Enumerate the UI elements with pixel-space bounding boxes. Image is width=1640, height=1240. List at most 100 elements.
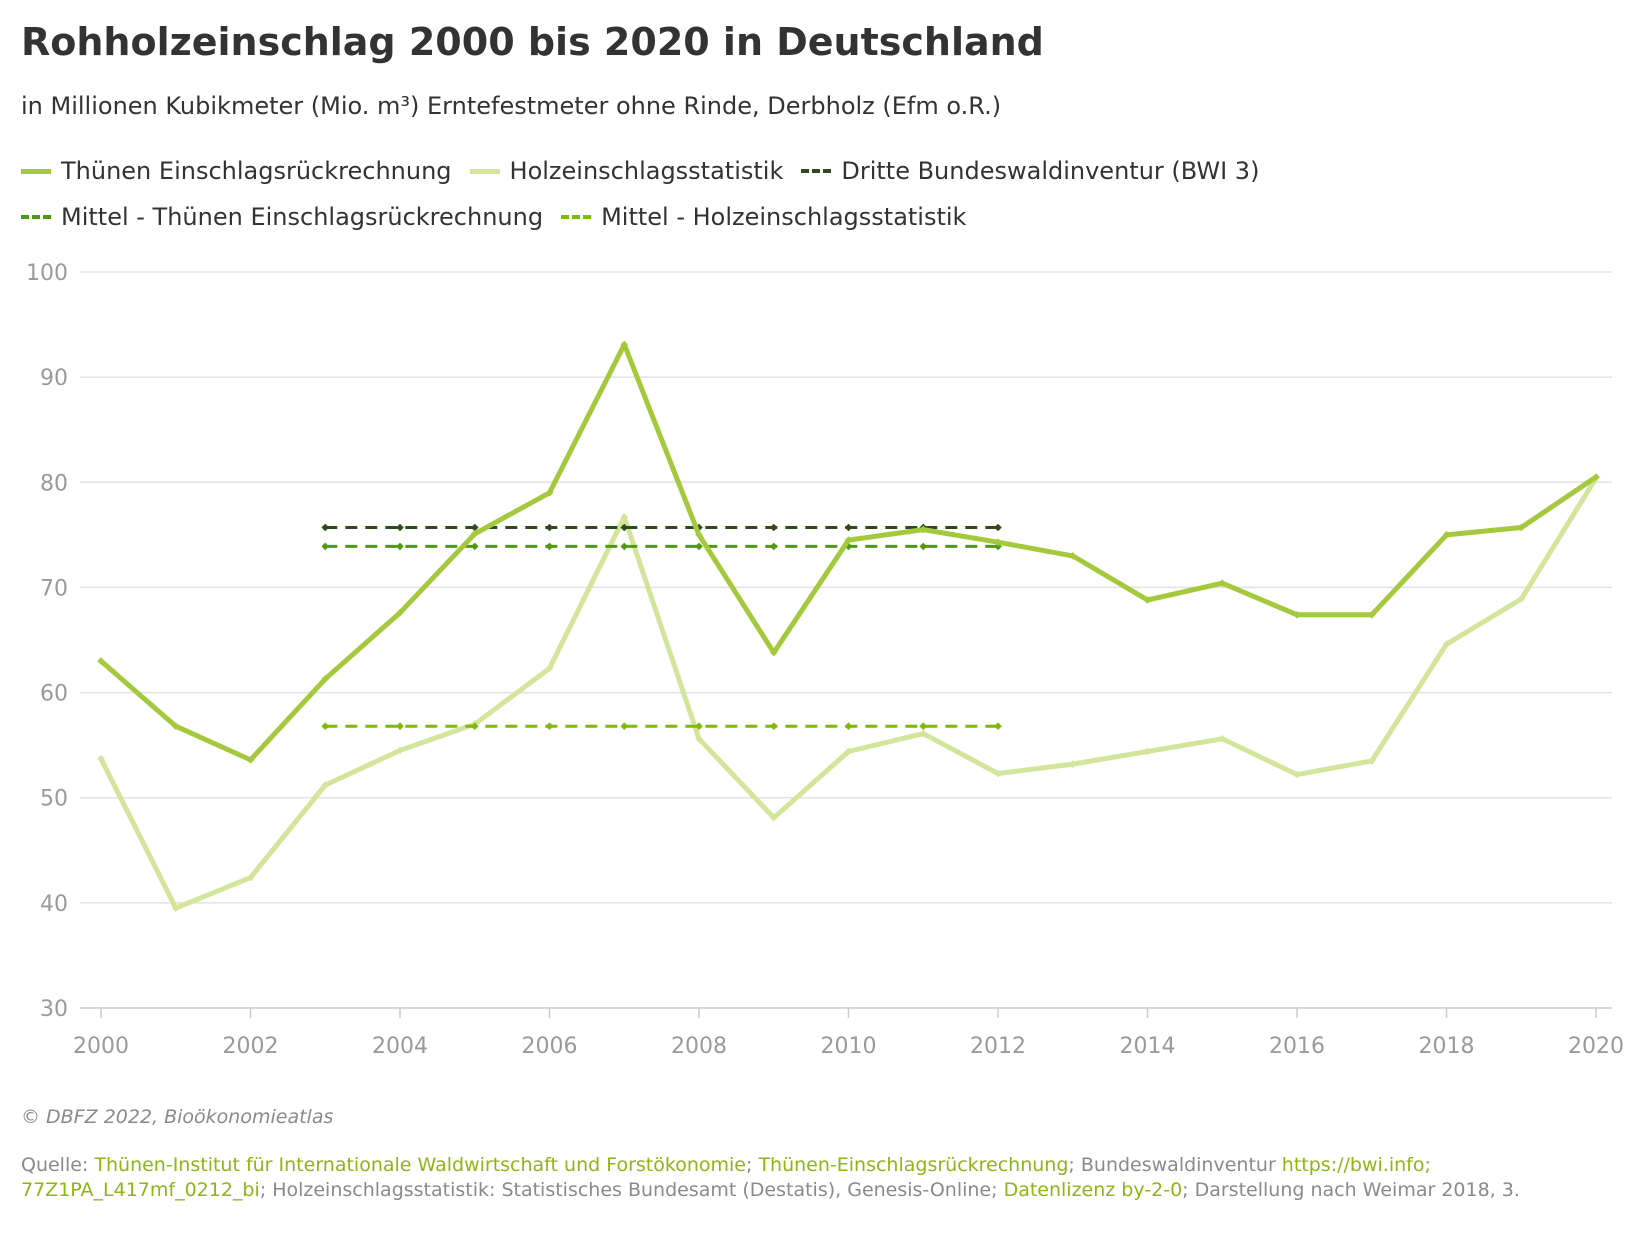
series-1-point-2013	[1068, 760, 1077, 768]
series-0-point-2011	[919, 525, 928, 534]
legend-row-1: Thünen Einschlagsrückrechnung Holzeinsch…	[21, 148, 1621, 194]
series-0-point-2001	[171, 722, 180, 731]
x-tick-label-2020: 2020	[1568, 1034, 1624, 1059]
series-1-point-2004	[396, 746, 404, 755]
line-chart: 30 40 50 60 70 80 90 100 2000 2002 2004 2006 2008 201…	[26, 261, 1624, 1059]
series-4-point-2007	[620, 722, 629, 731]
y-tick-label-90: 90	[40, 366, 68, 391]
source-separator-1: ;	[745, 1154, 759, 1176]
series-4-point-2004	[396, 722, 404, 731]
series-0-point-2018	[1442, 531, 1451, 539]
legend-swatch-mittel-thuenen	[21, 215, 51, 219]
legend-swatch-bwi3	[801, 169, 832, 173]
series-1-point-2000	[97, 755, 105, 763]
series-3-point-2006	[545, 542, 554, 551]
legend-label-mittel-thuenen: Mittel - Thünen Einschlagsrückrechnung	[61, 203, 544, 231]
series-4-point-2009	[769, 722, 778, 731]
series-3-point-2009	[769, 542, 778, 551]
series-0-point-2014	[1143, 596, 1152, 604]
series-1-point-2016	[1293, 770, 1301, 779]
series-4-point-2005	[470, 722, 479, 731]
x-tick-label-2006: 2006	[522, 1034, 578, 1059]
source-label: Quelle:	[21, 1154, 95, 1176]
y-tick-label-70: 70	[40, 576, 68, 601]
series-2-point-2009	[769, 523, 778, 532]
series-4-point-2006	[545, 722, 554, 731]
series-4-point-2008	[695, 722, 703, 731]
series-4-point-2011	[919, 722, 928, 731]
series-1-point-2010	[844, 747, 853, 756]
series-0-point-2006	[545, 489, 554, 497]
y-tick-label-50: 50	[40, 787, 68, 812]
series-0-point-2010	[844, 536, 853, 544]
series-4-point-2003	[321, 722, 330, 731]
series-4-point-2010	[844, 722, 853, 731]
series-1-point-2002	[246, 873, 255, 882]
series-1-point-2014	[1143, 747, 1152, 756]
series-1-point-2015	[1218, 735, 1227, 743]
series-2-point-2007	[620, 523, 629, 532]
series-0-point-2019	[1517, 523, 1526, 532]
legend-label-holzeinschlag: Holzeinschlagsstatistik	[509, 157, 784, 185]
y-tick-label-40: 40	[40, 892, 68, 917]
y-tick-label-80: 80	[40, 471, 68, 496]
series-3-point-2008	[695, 542, 703, 551]
series-1-point-2006	[545, 664, 554, 673]
series-3-point-2010	[844, 542, 853, 551]
series-0-point-2005	[470, 530, 479, 538]
series-3-point-2011	[919, 542, 928, 551]
series-1-point-2003	[321, 781, 330, 789]
series-0-point-2012	[994, 538, 1002, 547]
legend-item-holzeinschlag[interactable]: Holzeinschlagsstatistik	[469, 157, 784, 185]
series-0-point-2002	[246, 756, 255, 764]
x-tick-label-2010: 2010	[821, 1034, 877, 1059]
legend-label-bwi3: Dritte Bundeswaldinventur (BWI 3)	[841, 157, 1260, 185]
legend-label-thuenen: Thünen Einschlagsrückrechnung	[61, 157, 452, 185]
legend-swatch-holzeinschlag	[469, 168, 500, 174]
legend-swatch-thuenen	[21, 168, 51, 174]
legend-item-thuenen[interactable]: Thünen Einschlagsrückrechnung	[21, 157, 452, 185]
source-link-einschlagsrueckrechnung[interactable]: Thünen-Einschlagsrückrechnung	[758, 1154, 1069, 1176]
series-0-point-2009	[769, 648, 778, 657]
series-3-point-2005	[470, 542, 479, 551]
series-2-point-2003	[321, 523, 330, 532]
copyright-note: © DBFZ 2022, Bioökonomieatlas	[21, 1106, 334, 1128]
x-tick-label-2016: 2016	[1269, 1034, 1325, 1059]
series-2-point-2005	[470, 523, 479, 532]
source-link-datenlizenz[interactable]: Datenlizenz by-2-0	[1003, 1179, 1183, 1201]
x-tick-label-2000: 2000	[73, 1034, 129, 1059]
series-2-point-2006	[545, 523, 554, 532]
legend-item-mittel-thuenen[interactable]: Mittel - Thünen Einschlagsrückrechnung	[21, 203, 543, 231]
series-1-point-2011	[919, 729, 928, 738]
y-tick-label-60: 60	[40, 682, 68, 707]
series-0-point-2004	[396, 608, 404, 617]
series-2-point-2010	[844, 523, 853, 532]
legend-swatch-mittel-holzeinschlag	[561, 215, 592, 219]
series-1-point-2007	[620, 513, 629, 521]
series-3-point-2012	[994, 542, 1002, 551]
source-separator-3: ; Holzeinschlagsstatistik: Statistisches…	[259, 1179, 1004, 1201]
series-0-point-2017	[1367, 610, 1376, 619]
series-3-point-2003	[321, 542, 330, 551]
source-separator-2: ; Bundeswaldinventur	[1068, 1154, 1282, 1176]
x-tick-label-2018: 2018	[1419, 1034, 1475, 1059]
series-0-line	[98, 342, 1599, 763]
y-tick-label-30: 30	[40, 997, 68, 1022]
legend-item-mittel-holzeinschlag[interactable]: Mittel - Holzeinschlagsstatistik	[561, 203, 966, 231]
series-0-point-2015	[1218, 579, 1227, 588]
series-0-point-2016	[1293, 610, 1301, 619]
series-1-point-2017	[1367, 757, 1376, 765]
x-tick-label-2008: 2008	[671, 1034, 727, 1059]
source-separator-4: ; Darstellung nach Weimar 2018, 3.	[1182, 1179, 1520, 1201]
source-note: Quelle: Thünen-Institut für Internationa…	[21, 1153, 1621, 1203]
series-2-point-2012	[994, 523, 1002, 532]
series-3-point-2007	[620, 542, 629, 551]
legend-item-bwi3[interactable]: Dritte Bundeswaldinventur (BWI 3)	[801, 157, 1259, 185]
legend-label-mittel-holzeinschlag: Mittel - Holzeinschlagsstatistik	[601, 203, 967, 231]
series-0-point-2003	[321, 675, 330, 683]
y-tick-label-100: 100	[26, 261, 68, 286]
source-link-bwi[interactable]: https://bwi.info; 77Z1PA_L417mf_0212_bi	[21, 1154, 1431, 1201]
series-0-point-2020	[1592, 473, 1600, 481]
source-link-thuenen-institut[interactable]: Thünen-Institut für Internationale Waldw…	[94, 1154, 746, 1176]
series-0-point-2000	[97, 657, 105, 665]
